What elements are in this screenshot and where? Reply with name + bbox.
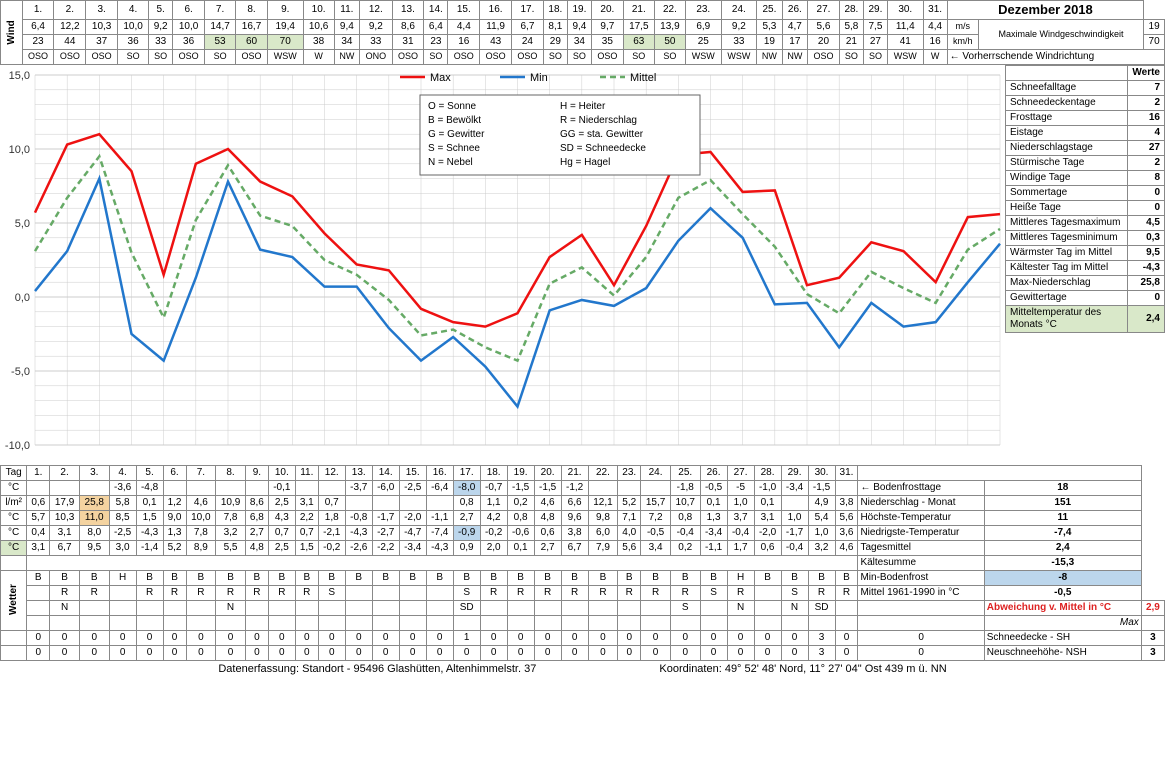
svg-text:Min: Min xyxy=(530,72,548,84)
svg-text:R = Niederschlag: R = Niederschlag xyxy=(560,115,637,126)
stat-value: 4 xyxy=(1128,125,1165,140)
minboden-label: Min-Bodenfrost xyxy=(858,570,984,585)
footer-left: Datenerfassung: Standort - 95496 Glashüt… xyxy=(218,663,536,675)
stat-value: 4,5 xyxy=(1128,215,1165,230)
footer-right: Koordinaten: 49° 52' 48' Nord, 11° 27' 0… xyxy=(659,663,946,675)
stat-value: 2 xyxy=(1128,95,1165,110)
stat-label: Gewittertage xyxy=(1006,290,1128,305)
nsh-label: Neuschneehöhe- NSH xyxy=(984,645,1141,660)
wind-max-kmh: 70 xyxy=(1144,34,1165,49)
row-label: °C xyxy=(1,540,27,555)
row-side-value: 11 xyxy=(984,510,1141,525)
row-label: °C xyxy=(1,525,27,540)
stat-label: Mittleres Tagesminimum xyxy=(1006,230,1128,245)
stat-value: 0 xyxy=(1128,185,1165,200)
row-side-label: Tagesmittel xyxy=(858,540,984,555)
row-side-value: 2,4 xyxy=(984,540,1141,555)
mittel6190-value: -0,5 xyxy=(984,585,1141,600)
wind-max-ms: 19 xyxy=(1144,19,1165,34)
svg-text:S = Schnee: S = Schnee xyxy=(428,143,480,154)
svg-text:GG = sta. Gewitter: GG = sta. Gewitter xyxy=(560,129,644,140)
stat-value: 0 xyxy=(1128,200,1165,215)
title: Dezember 2018 xyxy=(947,1,1144,20)
row-side-label: Niedrigste-Temperatur xyxy=(858,525,984,540)
stat-label: Wärmster Tag im Mittel xyxy=(1006,245,1128,260)
wetter-label: Wetter xyxy=(1,570,27,630)
mittel6190-label: Mittel 1961-1990 in °C xyxy=(858,585,984,600)
stat-value: -4,3 xyxy=(1128,260,1165,275)
row-side-value: -7,4 xyxy=(984,525,1141,540)
stat-label: Mittleres Tagesmaximum xyxy=(1006,215,1128,230)
stat-value: 9,5 xyxy=(1128,245,1165,260)
svg-text:Mittel: Mittel xyxy=(630,72,656,84)
stat-label: Max-Niederschlag xyxy=(1006,275,1128,290)
row-side-value: 151 xyxy=(984,495,1141,510)
temperature-chart: -10,0 -5,0 0,0 5,0 10,0 15,0 Max Min Mittel O = S… xyxy=(0,65,1005,465)
svg-text:G = Gewitter: G = Gewitter xyxy=(428,129,485,140)
chart-legend: Max Min Mittel xyxy=(400,72,656,84)
stat-label: Stürmische Tage xyxy=(1006,155,1128,170)
svg-text:N = Nebel: N = Nebel xyxy=(428,157,473,168)
kaeltesumme-label: Kältesumme xyxy=(858,555,984,570)
stat-label: Schneefalltage xyxy=(1006,80,1128,95)
abweich-value: 2,9 xyxy=(1141,600,1164,615)
svg-text:Hg = Hagel: Hg = Hagel xyxy=(560,157,610,168)
stat-value: 0,3 xyxy=(1128,230,1165,245)
svg-text:15,0: 15,0 xyxy=(9,70,30,82)
kaeltesumme-value: -15,3 xyxy=(984,555,1141,570)
svg-text:-5,0: -5,0 xyxy=(11,366,30,378)
svg-text:10,0: 10,0 xyxy=(9,144,30,156)
svg-text:O = Sonne: O = Sonne xyxy=(428,101,477,112)
stat-label: Schneedeckentage xyxy=(1006,95,1128,110)
row-label: l/m² xyxy=(1,495,27,510)
stat-label: Kältester Tag im Mittel xyxy=(1006,260,1128,275)
row-side-label: Höchste-Temperatur xyxy=(858,510,984,525)
svg-text:Max: Max xyxy=(430,72,451,84)
stat-label: Sommertage xyxy=(1006,185,1128,200)
minboden-value: -8 xyxy=(984,570,1141,585)
svg-text:B = Bewölkt: B = Bewölkt xyxy=(428,115,481,126)
stat-label: Niederschlagstage xyxy=(1006,140,1128,155)
svg-text:H = Heiter: H = Heiter xyxy=(560,101,606,112)
stat-label: Eistage xyxy=(1006,125,1128,140)
max-label: Max xyxy=(984,615,1141,630)
svg-text:-10,0: -10,0 xyxy=(5,440,30,452)
stat-value: 25,8 xyxy=(1128,275,1165,290)
wind-label: Wind xyxy=(1,1,23,65)
nsh-value: 3 xyxy=(1141,645,1164,660)
werte-header: Werte xyxy=(1128,65,1165,80)
row-side-value: 18 xyxy=(984,480,1141,495)
stat-label: Heiße Tage xyxy=(1006,200,1128,215)
row-label: °C xyxy=(1,480,27,495)
stat-value: 8 xyxy=(1128,170,1165,185)
sh-label: Schneedecke - SH xyxy=(984,630,1141,645)
stat-value: 2 xyxy=(1128,155,1165,170)
stat-label: Windige Tage xyxy=(1006,170,1128,185)
row-side-label: ← Bodenfrosttage xyxy=(858,480,984,495)
svg-text:SD = Schneedecke: SD = Schneedecke xyxy=(560,143,646,154)
row-label: °C xyxy=(1,510,27,525)
stat-value: 16 xyxy=(1128,110,1165,125)
stat-value: 2,4 xyxy=(1128,305,1165,332)
svg-text:0,0: 0,0 xyxy=(15,292,30,304)
abweich-label: Abweichung v. Mittel in °C xyxy=(984,600,1141,615)
stat-value: 0 xyxy=(1128,290,1165,305)
wind-max-label: Maximale Windgeschwindigkeit xyxy=(978,19,1143,49)
tag-label: Tag xyxy=(1,465,27,480)
stat-label: Frosttage xyxy=(1006,110,1128,125)
row-side-label: Niederschlag - Monat xyxy=(858,495,984,510)
stat-value: 7 xyxy=(1128,80,1165,95)
svg-text:5,0: 5,0 xyxy=(15,218,30,230)
stat-value: 27 xyxy=(1128,140,1165,155)
winddir-label: ← Vorherrschende Windrichtung xyxy=(947,49,1164,64)
stat-label: Mitteltemperatur des Monats °C xyxy=(1006,305,1128,332)
sh-value: 3 xyxy=(1141,630,1164,645)
